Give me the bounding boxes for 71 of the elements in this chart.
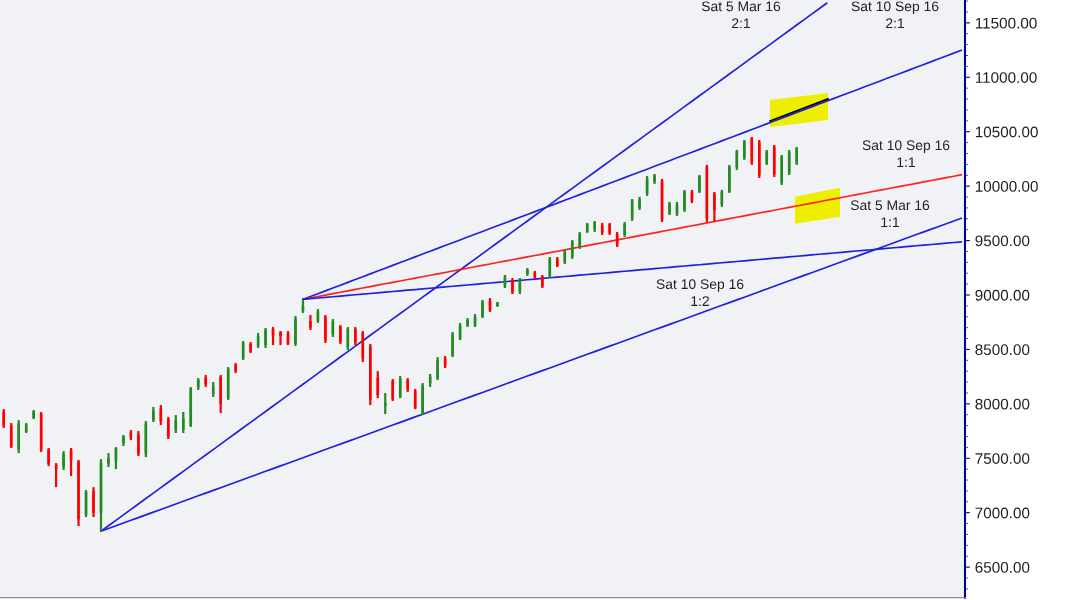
candlestick	[383, 391, 387, 416]
candlestick	[62, 449, 65, 472]
candlestick	[466, 316, 469, 329]
candlestick	[653, 172, 656, 186]
candlestick	[638, 195, 641, 212]
candlestick	[436, 355, 439, 382]
candlestick	[496, 300, 499, 309]
candlestick	[234, 361, 237, 375]
y-tick-label: 9500.00	[975, 235, 1030, 247]
annotation: Sat 5 Mar 16 2:1	[701, 1, 781, 29]
annotation: Sat 10 Sep 16 1:2	[656, 279, 744, 306]
candlestick	[728, 163, 731, 195]
candlestick	[309, 313, 312, 332]
candlestick	[17, 418, 21, 455]
candlestick	[541, 273, 544, 290]
candlestick	[77, 458, 80, 528]
candlestick	[623, 220, 626, 239]
candlestick	[137, 429, 140, 458]
y-tick-label: 11000.00	[975, 72, 1037, 83]
y-tick-label: 9000.00	[975, 289, 1030, 301]
candlestick	[324, 313, 327, 345]
candlestick	[451, 330, 454, 359]
candlestick	[713, 190, 716, 224]
candlestick	[279, 329, 282, 347]
candlestick	[181, 410, 185, 435]
y-tick-label: 8500.00	[975, 344, 1030, 356]
y-tick-label: 7000.00	[975, 507, 1030, 519]
y-tick-label: 10000.00	[975, 181, 1038, 192]
candlestick	[526, 266, 529, 278]
candlestick	[368, 342, 372, 407]
y-tick-label: 8000.00	[975, 398, 1030, 410]
candlestick	[668, 200, 671, 217]
candlestick	[152, 405, 155, 424]
candlestick	[32, 408, 35, 421]
candlestick	[570, 238, 574, 261]
candlestick	[107, 451, 110, 469]
candlestick	[249, 340, 252, 355]
candlestick	[354, 325, 357, 347]
candlestick	[376, 369, 380, 400]
annotation: Sat 5 Mar 16 1:1	[850, 200, 930, 227]
candlestick	[683, 188, 686, 214]
candlestick	[398, 374, 402, 400]
y-tick-label: 11500.00	[975, 17, 1037, 29]
candlestick	[743, 138, 746, 162]
candlestick	[294, 314, 297, 348]
candlestick	[2, 407, 6, 430]
candlestick	[593, 219, 597, 234]
candlestick	[167, 415, 170, 441]
annotation: Sat 10 Sep 16 2:1	[851, 1, 939, 29]
annotation: Sat 10 Sep 16 1:1	[862, 140, 950, 167]
candlestick	[9, 421, 13, 450]
candlestick	[698, 173, 701, 195]
y-tick-label: 7500.00	[975, 453, 1030, 464]
candlestick	[795, 145, 798, 167]
candlestick	[339, 323, 342, 346]
candlestick	[750, 135, 754, 167]
candlestick	[264, 326, 267, 350]
candlestick	[92, 486, 95, 519]
candlestick	[481, 298, 484, 320]
candlestick	[787, 148, 791, 177]
y-tick-label: 6500.00	[975, 561, 1030, 573]
candlestick	[511, 276, 514, 296]
candlestick	[219, 373, 222, 415]
candlestick	[406, 376, 409, 394]
candlestick	[421, 381, 424, 417]
candlestick	[47, 446, 50, 468]
candlestick	[556, 255, 559, 269]
y-tick-label: 10500.00	[975, 126, 1038, 138]
candlestick	[391, 377, 395, 403]
candlestick	[122, 433, 125, 448]
candlestick	[608, 221, 611, 237]
